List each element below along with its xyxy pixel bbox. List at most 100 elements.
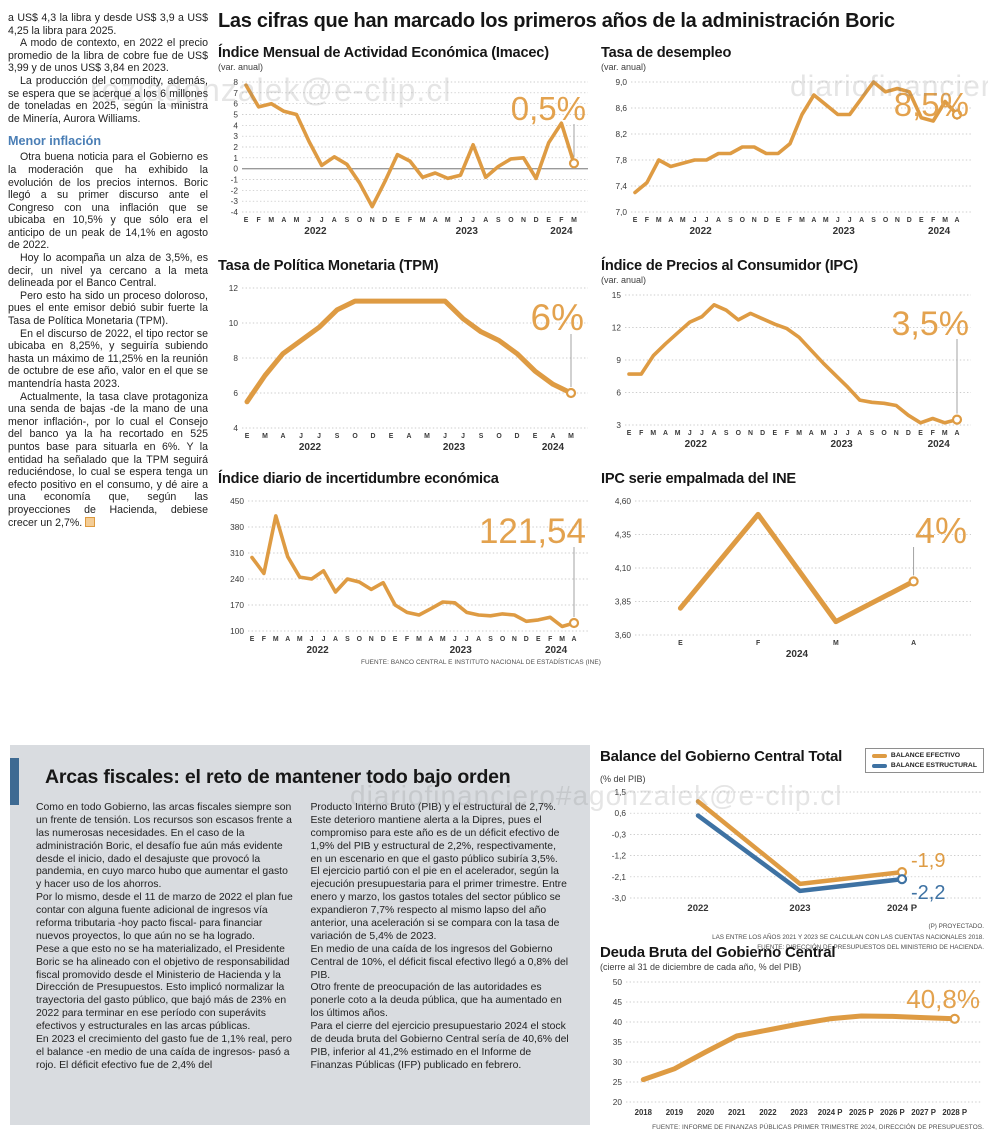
svg-text:D: D xyxy=(382,217,387,224)
legend-item-estructural: BALANCE ESTRUCTURAL xyxy=(871,762,977,769)
svg-text:J: J xyxy=(443,433,447,440)
svg-text:D: D xyxy=(524,636,529,643)
svg-text:O: O xyxy=(352,433,358,440)
svg-text:2: 2 xyxy=(233,142,238,152)
svg-text:3: 3 xyxy=(616,420,621,430)
svg-text:O: O xyxy=(740,217,746,224)
ipc-ine-chart-card: IPC serie empalmada del INE 4,60 4,35 4,10… xyxy=(601,471,984,684)
svg-text:100: 100 xyxy=(230,626,244,636)
svg-text:D: D xyxy=(907,217,912,224)
chart-subtitle: (var. anual) xyxy=(601,275,647,285)
svg-text:F: F xyxy=(931,217,935,224)
svg-text:E: E xyxy=(389,433,394,440)
svg-text:-2,2: -2,2 xyxy=(911,882,945,904)
svg-text:S: S xyxy=(496,217,501,224)
svg-text:E: E xyxy=(678,640,683,647)
svg-text:D: D xyxy=(381,636,386,643)
svg-text:M: M xyxy=(445,217,451,224)
uncertainty-chart: 450 380 310 240 170 100 E F M A M J J A S O N D E F M A M J J A S O… xyxy=(218,489,601,662)
svg-text:F: F xyxy=(639,430,643,437)
svg-text:6: 6 xyxy=(616,388,621,398)
ipc-ine-chart: 4,60 4,35 4,10 3,85 3,60 E F M A 2024 4% xyxy=(601,489,984,666)
svg-text:M: M xyxy=(796,430,802,437)
svg-text:A: A xyxy=(572,636,577,643)
svg-text:M: M xyxy=(416,636,422,643)
svg-text:E: E xyxy=(918,430,923,437)
svg-text:M: M xyxy=(420,217,426,224)
svg-text:A: A xyxy=(716,217,721,224)
svg-text:O: O xyxy=(508,217,514,224)
svg-text:J: J xyxy=(299,433,303,440)
svg-text:M: M xyxy=(942,430,948,437)
title-accent-bar xyxy=(10,758,19,805)
svg-text:J: J xyxy=(320,217,324,224)
svg-text:F: F xyxy=(645,217,649,224)
main-headline: Las cifras que han marcado los primeros … xyxy=(218,10,895,32)
svg-text:A: A xyxy=(668,217,673,224)
svg-text:J: J xyxy=(834,430,838,437)
svg-text:M: M xyxy=(424,433,430,440)
svg-text:A: A xyxy=(859,217,864,224)
imacec-chart-card: Índice Mensual de Actividad Económica (I… xyxy=(218,45,601,258)
svg-text:J: J xyxy=(700,430,704,437)
svg-text:2024: 2024 xyxy=(542,442,565,453)
svg-text:F: F xyxy=(408,217,412,224)
svg-text:A: A xyxy=(428,636,433,643)
svg-text:E: E xyxy=(776,217,781,224)
svg-text:M: M xyxy=(559,636,565,643)
unemployment-chart-card: Tasa de desempleo (var. anual) 9,0 8,6 8,2… xyxy=(601,45,984,258)
chart-plot-svg: 9,08,68,27,87,47,0E F M A M J J A S O N D E F M A M J J A S O… xyxy=(615,77,971,237)
svg-text:M: M xyxy=(440,636,446,643)
svg-text:N: N xyxy=(521,217,526,224)
fiscal-section-box: Arcas fiscales: el reto de mantener todo… xyxy=(10,745,590,1125)
article-paragraph: La producción del commodity, además, se … xyxy=(8,74,208,125)
svg-text:2025 P: 2025 P xyxy=(849,1108,874,1117)
fiscal-paragraph: Para el cierre del ejercicio presupuesta… xyxy=(310,1021,569,1071)
article-paragraph-text: Actualmente, la tasa clave protagoniza u… xyxy=(8,390,208,529)
svg-text:M: M xyxy=(262,433,268,440)
svg-text:450: 450 xyxy=(230,496,244,506)
article-paragraph: Actualmente, la tasa clave protagoniza u… xyxy=(8,391,208,530)
chart-plot-svg: 1,5 0,6 -0,3 -1,2 -2,1 -3,0 2022 2023 2024 P -1,9… xyxy=(612,787,982,914)
svg-text:2027 P: 2027 P xyxy=(911,1108,936,1117)
svg-text:2023: 2023 xyxy=(443,442,466,453)
chart-grid: Índice Mensual de Actividad Económica (I… xyxy=(218,45,984,684)
svg-text:40,8%: 40,8% xyxy=(906,984,980,1014)
svg-text:4,35: 4,35 xyxy=(615,530,632,540)
fiscal-balance-chart-block: Balance del Gobierno Central Total BALAN… xyxy=(600,748,984,954)
svg-text:E: E xyxy=(546,217,551,224)
svg-text:A: A xyxy=(281,433,286,440)
svg-text:121,54: 121,54 xyxy=(479,512,586,551)
svg-text:9,0: 9,0 xyxy=(615,77,627,87)
svg-text:7,0: 7,0 xyxy=(615,207,627,217)
svg-text:-1: -1 xyxy=(231,175,239,185)
svg-text:M: M xyxy=(294,217,300,224)
fiscal-paragraph: Como en todo Gobierno, las arcas fiscale… xyxy=(36,802,292,891)
svg-text:S: S xyxy=(345,636,350,643)
svg-text:A: A xyxy=(857,430,862,437)
svg-text:4: 4 xyxy=(233,423,238,433)
svg-text:9: 9 xyxy=(616,355,621,365)
svg-text:M: M xyxy=(297,636,303,643)
svg-text:45: 45 xyxy=(613,997,623,1007)
svg-text:380: 380 xyxy=(230,522,244,532)
svg-text:F: F xyxy=(785,430,789,437)
article-paragraph: Hoy lo acompaña un alza de 3,5%, es deci… xyxy=(8,252,208,290)
svg-text:6%: 6% xyxy=(531,297,584,338)
chart-title: Tasa de Política Monetaria (TPM) xyxy=(218,258,439,274)
svg-text:3: 3 xyxy=(233,131,238,141)
svg-text:2024: 2024 xyxy=(786,649,809,660)
fiscal-section-title: Arcas fiscales: el reto de mantener todo… xyxy=(45,766,511,788)
svg-text:N: N xyxy=(894,430,899,437)
svg-text:A: A xyxy=(332,217,337,224)
svg-text:M: M xyxy=(571,217,577,224)
svg-text:M: M xyxy=(675,430,681,437)
svg-text:M: M xyxy=(823,217,829,224)
svg-text:4,10: 4,10 xyxy=(615,563,632,573)
svg-text:D: D xyxy=(534,217,539,224)
ipc-chart: 15 12 9 6 3 E F M A M J J A S O N D E F M A M J J A S O N D E F M A 2022 2… xyxy=(601,287,984,456)
